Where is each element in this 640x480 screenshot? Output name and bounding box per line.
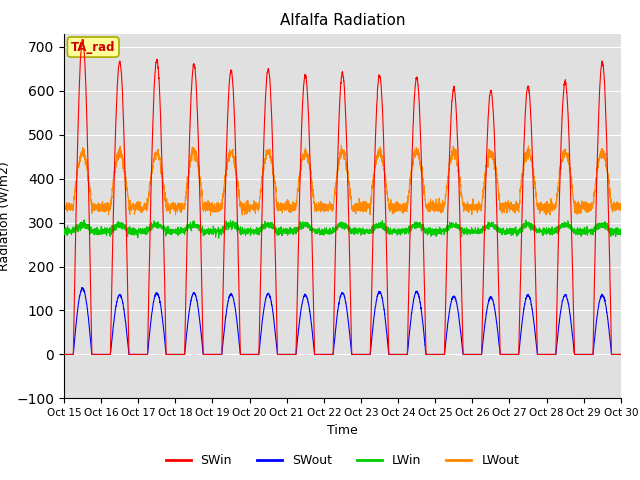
SWin (397, 351, 404, 357)
SWout (60, 351, 68, 357)
LWin (564, 220, 572, 226)
LWin (180, 229, 188, 235)
Legend: SWin, SWout, LWin, LWout: SWin, SWout, LWin, LWout (161, 449, 524, 472)
LWout (564, 159, 572, 165)
SWin (79, 36, 86, 42)
SWout (564, 300, 572, 305)
SWin (406, 209, 414, 215)
LWout (337, 143, 345, 148)
SWout (216, 351, 223, 357)
LWout (216, 208, 223, 214)
Line: LWin: LWin (64, 220, 621, 238)
LWin (397, 229, 404, 235)
Y-axis label: Radiation (W/m2): Radiation (W/m2) (0, 161, 11, 271)
SWin (216, 351, 223, 357)
LWin (617, 227, 625, 232)
LWout (60, 206, 68, 212)
LWout (179, 205, 187, 211)
SWout (397, 351, 404, 357)
LWout (207, 212, 214, 218)
SWout (78, 285, 86, 290)
SWout (617, 351, 625, 357)
LWin (407, 226, 415, 231)
LWin (617, 228, 625, 234)
LWout (617, 204, 625, 209)
SWout (180, 351, 188, 357)
Line: LWout: LWout (64, 145, 621, 215)
LWout (617, 204, 625, 209)
LWin (80, 217, 88, 223)
SWout (617, 351, 625, 357)
LWout (407, 176, 415, 182)
Title: Alfalfa Radiation: Alfalfa Radiation (280, 13, 405, 28)
SWin (180, 351, 188, 357)
Line: SWin: SWin (64, 39, 621, 354)
SWout (406, 319, 414, 325)
LWout (397, 203, 404, 209)
LWin (216, 231, 223, 237)
Line: SWout: SWout (64, 288, 621, 354)
Text: TA_rad: TA_rad (71, 40, 115, 54)
LWin (215, 235, 223, 241)
X-axis label: Time: Time (327, 424, 358, 437)
SWin (617, 351, 625, 357)
SWin (60, 351, 68, 357)
LWin (60, 228, 68, 234)
SWin (564, 111, 572, 117)
SWin (617, 351, 625, 357)
